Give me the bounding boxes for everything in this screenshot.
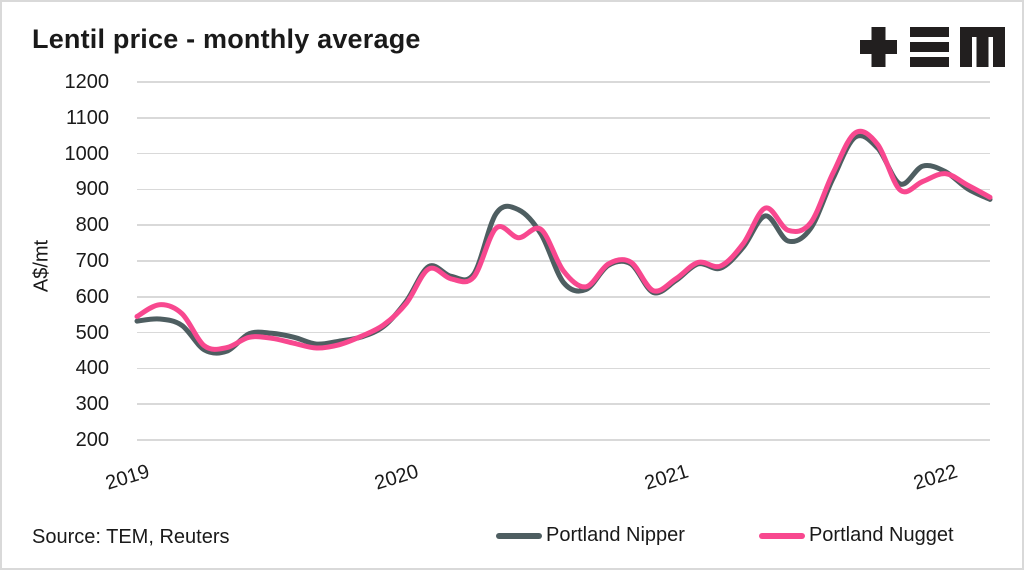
y-tick-label: 1000 [64,142,110,165]
legend-item-portland-nugget: Portland Nugget [758,524,954,547]
legend-swatch [496,532,542,539]
gridline [137,296,990,298]
legend: Portland Nipper Portland Nugget [496,524,954,547]
y-tick-label: 1200 [64,71,110,93]
y-tick-label: 400 [75,357,109,380]
gridline [137,260,990,262]
gridline [137,188,990,191]
series-line-portland-nipper [134,133,993,356]
x-tick-label: 2019 [103,460,153,495]
gridline [137,367,990,370]
legend-label: Portland Nugget [808,524,954,546]
source-note: Source: TEM, Reuters [32,526,230,548]
legend-swatch [758,532,805,539]
gridline [137,152,990,155]
legend-item-portland-nipper: Portland Nipper [496,524,685,547]
x-tick-label: 2021 [641,460,691,495]
y-tick-label: 300 [75,393,109,416]
series-line-portland-nugget [134,128,993,352]
gridline [137,81,990,83]
tem-logo-glyphs [860,27,1005,67]
chart-title: Lentil price - monthly average [32,24,421,54]
legend-label: Portland Nipper [546,524,685,546]
y-tick-label: 200 [75,429,109,451]
y-tick-label: 800 [75,214,109,237]
y-tick-label: 600 [75,285,109,308]
y-tick-label: 1100 [65,106,109,129]
tem-logo [860,27,1005,67]
y-tick-label: 900 [75,178,109,201]
y-tick-label: 700 [75,250,109,272]
gridline [137,331,990,334]
y-tick-label: 500 [75,321,109,344]
gridline [137,403,990,405]
x-tick-label: 2020 [372,460,422,495]
gridline [137,439,990,441]
gridline [137,117,990,119]
gridline [137,224,990,226]
x-tick-label: 2022 [911,460,961,495]
